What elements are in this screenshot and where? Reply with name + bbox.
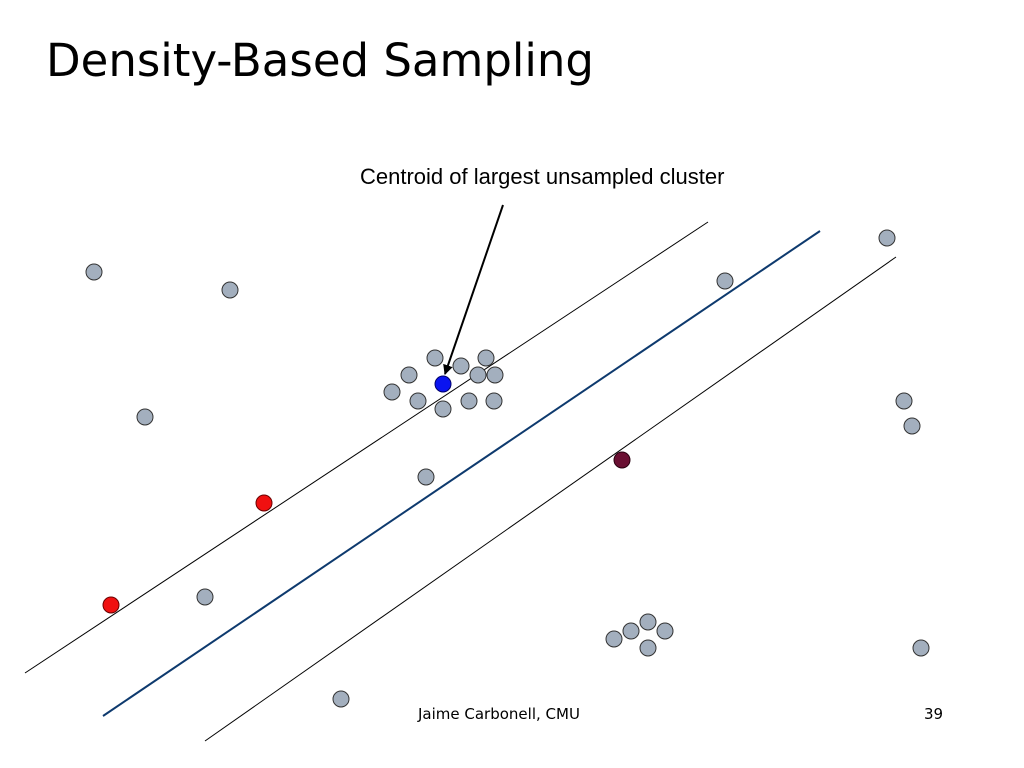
cluster-point xyxy=(639,613,657,631)
upper-margin-line xyxy=(24,221,709,674)
cluster-point xyxy=(622,622,640,640)
unlabeled-point xyxy=(332,690,350,708)
lower-margin-line xyxy=(204,256,897,742)
cluster-point xyxy=(452,357,470,375)
footer-author: Jaime Carbonell, CMU xyxy=(418,705,580,723)
cluster-point xyxy=(605,630,623,648)
unlabeled-point xyxy=(85,263,103,281)
unlabeled-point xyxy=(417,468,435,486)
cluster-point xyxy=(400,366,418,384)
centroid-annotation-arrow xyxy=(443,204,504,375)
cluster-point xyxy=(639,639,657,657)
cluster-point xyxy=(656,622,674,640)
cluster-point xyxy=(469,366,487,384)
cluster-point xyxy=(434,400,452,418)
cluster-point xyxy=(383,383,401,401)
cluster-point xyxy=(460,392,478,410)
centroid-annotation-label: Centroid of largest unsampled cluster xyxy=(360,164,724,189)
unlabeled-point xyxy=(912,639,930,657)
unlabeled-point xyxy=(716,272,734,290)
unlabeled-point xyxy=(196,588,214,606)
decision-boundary-line xyxy=(102,230,821,717)
unlabeled-point xyxy=(895,392,913,410)
positive-labeled-point xyxy=(255,494,273,512)
small-cluster xyxy=(605,613,674,657)
positive-labeled-point xyxy=(102,596,120,614)
unlabeled-points xyxy=(85,229,930,708)
unlabeled-point xyxy=(221,281,239,299)
unlabeled-point xyxy=(878,229,896,247)
cluster-point xyxy=(486,366,504,384)
unlabeled-point xyxy=(903,417,921,435)
selected-centroid-point xyxy=(434,375,452,393)
slide-page-number: 39 xyxy=(924,705,944,723)
cluster-point xyxy=(477,349,495,367)
cluster-point xyxy=(485,392,503,410)
cluster-point xyxy=(426,349,444,367)
slide-title: Density-Based Sampling xyxy=(46,34,594,87)
unlabeled-point xyxy=(136,408,154,426)
cluster-point xyxy=(409,392,427,410)
negative-labeled-point xyxy=(613,451,631,469)
unsampled-cluster xyxy=(383,349,504,418)
